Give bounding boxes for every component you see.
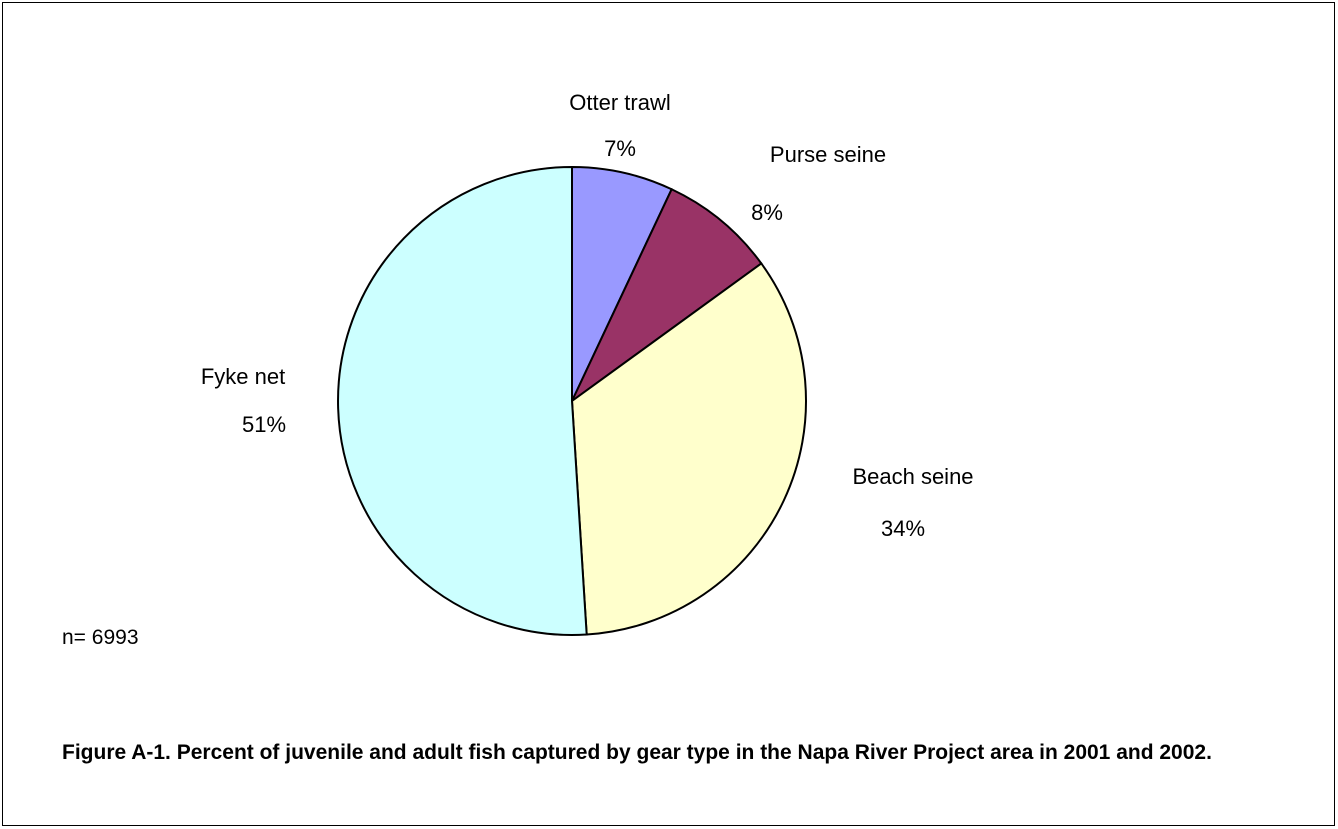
pie-slice-otter-trawl (571, 165, 673, 402)
slice-label-fyke-net: Fyke net (201, 364, 285, 389)
slice-percent-fyke-net: 51% (242, 412, 286, 437)
figure-caption: Figure A-1. Percent of juvenile and adul… (62, 741, 1212, 764)
slice-percent-otter-trawl: 7% (604, 136, 636, 161)
slice-percent-beach-seine: 34% (881, 516, 925, 541)
sample-size-label: n= 6993 (62, 626, 139, 649)
slice-label-otter-trawl: Otter trawl (569, 90, 670, 115)
slice-label-beach-seine: Beach seine (852, 464, 973, 489)
pie-slice-purse-seine (571, 187, 763, 402)
pie-slice-beach-seine (570, 262, 807, 636)
slice-label-purse-seine: Purse seine (770, 142, 886, 167)
pie-slice-fyke-net (337, 165, 588, 636)
slice-percent-purse-seine: 8% (751, 200, 783, 225)
